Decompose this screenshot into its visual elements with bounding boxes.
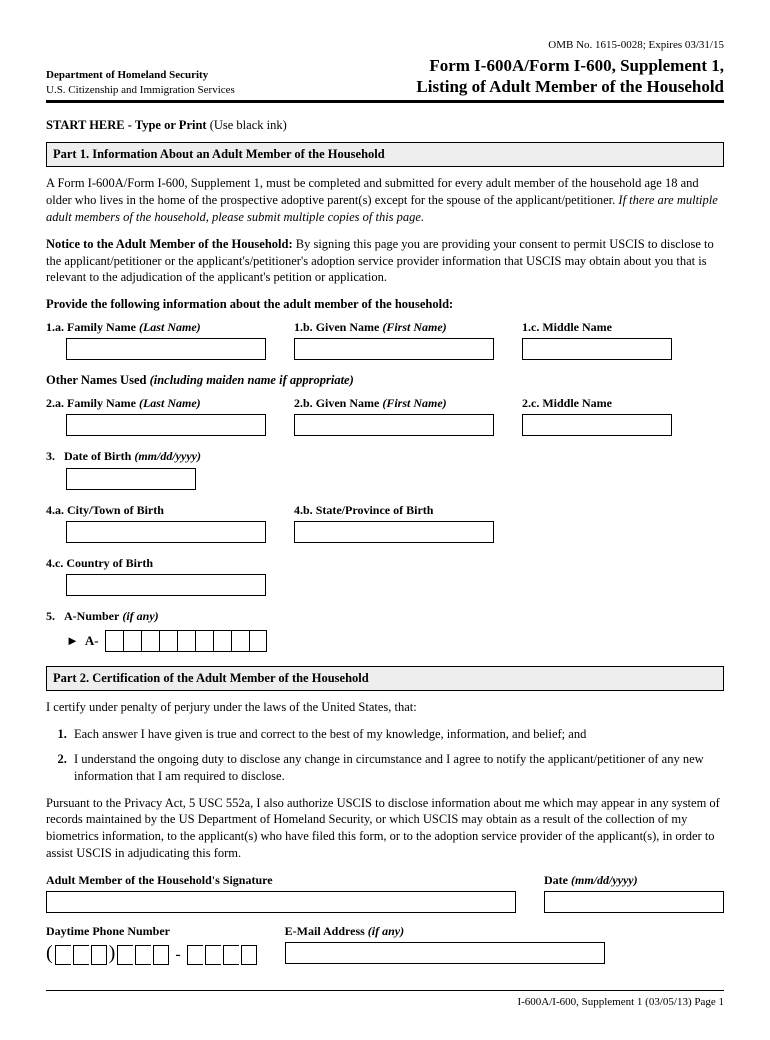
part1-notice: Notice to the Adult Member of the Househ… xyxy=(46,236,724,287)
cert-list: Each answer I have given is true and cor… xyxy=(70,726,724,785)
header-rule xyxy=(46,100,724,103)
field-2b: 2.b. Given Name (First Name) xyxy=(294,395,494,436)
notice-bold: Notice to the Adult Member of the Househ… xyxy=(46,237,293,251)
input-city-birth[interactable] xyxy=(66,521,266,543)
field-3: 3. Date of Birth (mm/dd/yyyy) xyxy=(46,448,201,489)
input-family-name-1[interactable] xyxy=(66,338,266,360)
field-4a: 4.a. City/Town of Birth xyxy=(46,502,266,543)
form-title-line1: Form I-600A/Form I-600, Supplement 1, xyxy=(416,55,724,76)
other-names-heading: Other Names Used (including maiden name … xyxy=(46,372,724,389)
form-title-line2: Listing of Adult Member of the Household xyxy=(416,76,724,97)
row-name2: 2.a. Family Name (Last Name) 2.b. Given … xyxy=(46,395,724,436)
agency-name: U.S. Citizenship and Immigration Service… xyxy=(46,83,235,98)
email-block: E-Mail Address (if any) xyxy=(285,923,605,964)
department-name: Department of Homeland Security xyxy=(46,68,235,83)
field-4b: 4.b. State/Province of Birth xyxy=(294,502,494,543)
part1-header: Part 1. Information About an Adult Membe… xyxy=(46,142,724,167)
start-here: START HERE - Type or Print (Use black in… xyxy=(46,117,724,134)
field-1a: 1.a. Family Name (Last Name) xyxy=(46,319,266,360)
row-dob: 3. Date of Birth (mm/dd/yyyy) xyxy=(46,448,724,489)
row-birthplace: 4.a. City/Town of Birth 4.b. State/Provi… xyxy=(46,502,724,543)
signature-row: Adult Member of the Household's Signatur… xyxy=(46,872,724,913)
field-5: 5. A-Number (if any) ► A- xyxy=(46,608,724,652)
phone-input[interactable]: ( ) - xyxy=(46,944,257,966)
input-dob[interactable] xyxy=(66,468,196,490)
input-email[interactable] xyxy=(285,942,605,964)
phone-label: Daytime Phone Number xyxy=(46,923,257,939)
field-1b: 1.b. Given Name (First Name) xyxy=(294,319,494,360)
part1-para1-text: A Form I-600A/Form I-600, Supplement 1, … xyxy=(46,176,699,207)
start-here-bold: START HERE - Type or Print xyxy=(46,118,207,132)
part2-header: Part 2. Certification of the Adult Membe… xyxy=(46,666,724,691)
a-number-cells[interactable] xyxy=(105,630,267,652)
arrow-icon: ► xyxy=(66,632,79,650)
row-name1: 1.a. Family Name (Last Name) 1.b. Given … xyxy=(46,319,724,360)
input-country-birth[interactable] xyxy=(66,574,266,596)
row-country: 4.c. Country of Birth xyxy=(46,555,724,596)
input-middle-name-1[interactable] xyxy=(522,338,672,360)
input-middle-name-2[interactable] xyxy=(522,414,672,436)
omb-number: OMB No. 1615-0028; Expires 03/31/15 xyxy=(416,38,724,53)
field-2c: 2.c. Middle Name xyxy=(522,395,672,436)
a-number-row: ► A- xyxy=(66,630,724,652)
input-given-name-1[interactable] xyxy=(294,338,494,360)
part1-para1: A Form I-600A/Form I-600, Supplement 1, … xyxy=(46,175,724,226)
form-header: Department of Homeland Security U.S. Cit… xyxy=(46,38,724,97)
input-given-name-2[interactable] xyxy=(294,414,494,436)
date-block: Date (mm/dd/yyyy) xyxy=(544,872,724,913)
cert-intro: I certify under penalty of perjury under… xyxy=(46,699,724,716)
input-date[interactable] xyxy=(544,891,724,913)
header-right: OMB No. 1615-0028; Expires 03/31/15 Form… xyxy=(416,38,724,97)
phone-block: Daytime Phone Number ( ) - xyxy=(46,923,257,966)
start-here-rest: (Use black ink) xyxy=(207,118,287,132)
header-left: Department of Homeland Security U.S. Cit… xyxy=(46,68,235,98)
cert-item-2: I understand the ongoing duty to disclos… xyxy=(70,751,724,785)
privacy-para: Pursuant to the Privacy Act, 5 USC 552a,… xyxy=(46,795,724,863)
input-signature[interactable] xyxy=(46,891,516,913)
input-family-name-2[interactable] xyxy=(66,414,266,436)
provide-heading: Provide the following information about … xyxy=(46,296,724,313)
cert-item-1: Each answer I have given is true and cor… xyxy=(70,726,724,743)
a-prefix: A- xyxy=(85,632,99,650)
field-2a: 2.a. Family Name (Last Name) xyxy=(46,395,266,436)
field-1c: 1.c. Middle Name xyxy=(522,319,672,360)
page-footer: I-600A/I-600, Supplement 1 (03/05/13) Pa… xyxy=(46,990,724,1010)
signature-label: Adult Member of the Household's Signatur… xyxy=(46,872,516,888)
input-state-birth[interactable] xyxy=(294,521,494,543)
phone-email-row: Daytime Phone Number ( ) - E-Mail Addres… xyxy=(46,923,724,966)
field-4c: 4.c. Country of Birth xyxy=(46,555,266,596)
signature-block: Adult Member of the Household's Signatur… xyxy=(46,872,516,913)
